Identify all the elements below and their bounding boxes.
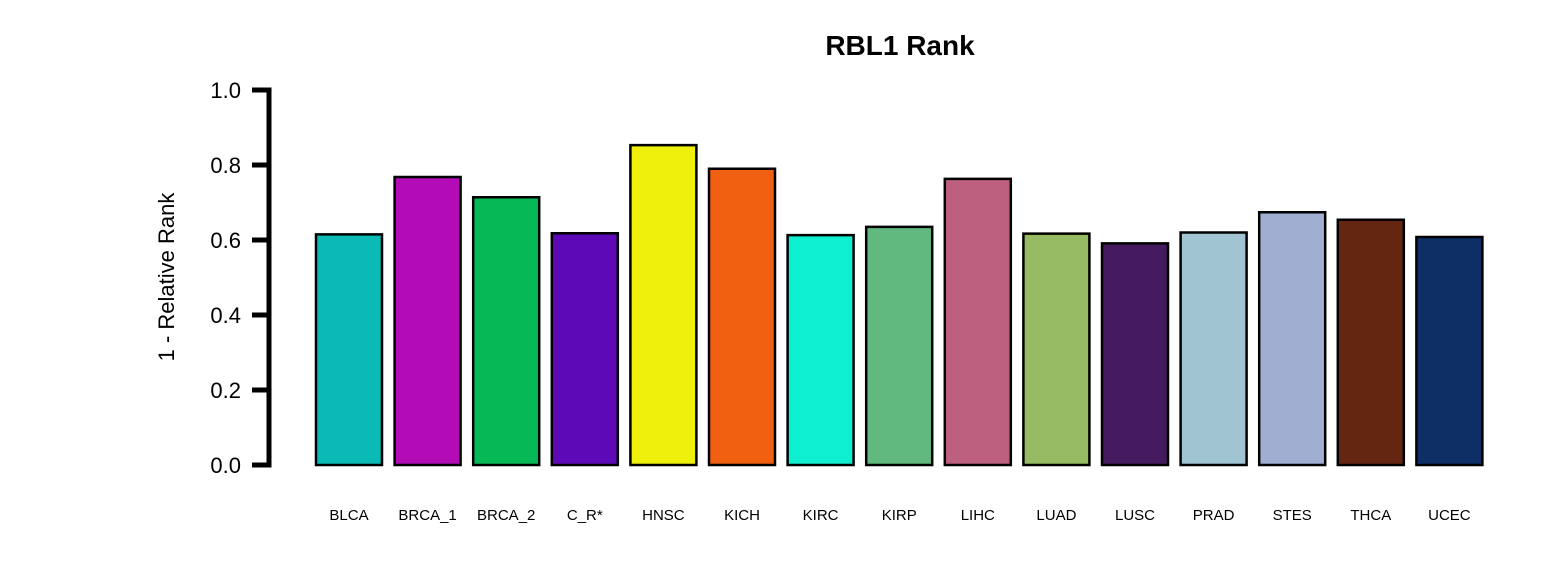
bar-kich <box>707 167 777 467</box>
x-category-label: PRAD <box>1193 507 1235 524</box>
bar-kirp <box>864 225 934 467</box>
bar-thca <box>1336 218 1406 467</box>
y-tick-label: 0.4 <box>210 303 241 328</box>
x-category-label: STES <box>1273 507 1312 524</box>
bar-lusc <box>1100 242 1170 467</box>
bar-kirc <box>786 233 855 467</box>
x-category-label: C_R* <box>567 507 603 524</box>
x-category-label: HNSC <box>642 507 685 524</box>
y-tick-label: 0.6 <box>210 228 241 253</box>
bar-prad <box>1179 231 1248 467</box>
x-category-label: THCA <box>1350 507 1391 524</box>
chart-title: RBL1 Rank <box>825 30 975 61</box>
bar-hnsc <box>629 143 698 467</box>
bar-c-r- <box>550 232 620 467</box>
bars-group <box>314 143 1484 467</box>
x-category-label: KIRP <box>882 507 917 524</box>
x-category-label: BRCA_2 <box>477 507 535 524</box>
x-category-labels: BLCA BRCA_1 BRCA_2 C_R* HNSC KICH KIRC KIRP LIHC… <box>329 507 1470 524</box>
y-axis: 0.0 0.2 0.4 0.6 0.8 1.0 <box>210 78 272 478</box>
x-category-label: BRCA_1 <box>398 507 456 524</box>
bar-lihc <box>943 177 1013 467</box>
bar-blca <box>314 233 384 467</box>
x-category-label: BLCA <box>329 507 368 524</box>
x-category-label: KICH <box>724 507 760 524</box>
y-axis-label: 1 - Relative Rank <box>154 192 179 362</box>
y-tick-label: 0.2 <box>210 378 241 403</box>
x-category-label: UCEC <box>1428 507 1471 524</box>
bar-brca-1 <box>393 175 462 467</box>
x-category-label: LUSC <box>1115 507 1155 524</box>
y-tick-label: 1.0 <box>210 78 241 103</box>
bar-luad <box>1022 232 1091 467</box>
x-category-label: LIHC <box>961 507 995 524</box>
bar-stes <box>1257 211 1327 467</box>
x-category-label: KIRC <box>803 507 839 524</box>
y-tick-label: 0.0 <box>210 453 241 478</box>
y-tick-label: 0.8 <box>210 153 241 178</box>
bar-ucec <box>1415 235 1484 467</box>
x-category-label: LUAD <box>1036 507 1076 524</box>
bar-brca-2 <box>471 196 541 467</box>
